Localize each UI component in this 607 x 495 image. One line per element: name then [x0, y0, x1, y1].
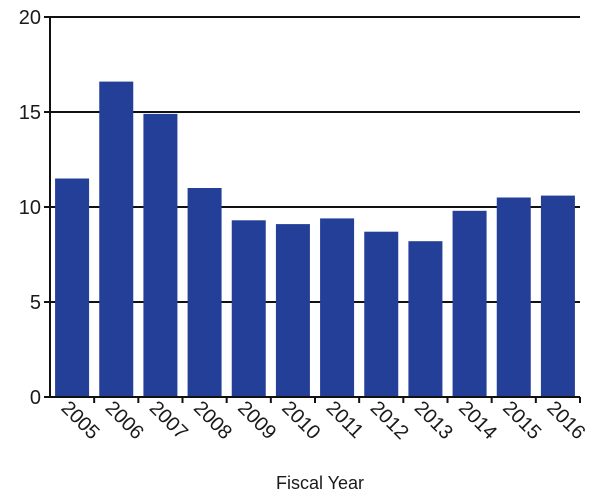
bar-2015	[496, 197, 531, 397]
y-tick-labels: 0 5 10 15 20	[19, 7, 41, 409]
x-tick-label-2011: 2011	[322, 397, 368, 443]
bar-2007	[143, 113, 178, 398]
bar-2010	[275, 224, 310, 397]
x-tick-label-2008: 2008	[189, 397, 236, 444]
x-tick-label-2015: 2015	[498, 397, 545, 444]
x-tick-label-2014: 2014	[454, 397, 501, 444]
bar-2005	[55, 178, 90, 397]
y-tick-label-10: 10	[19, 197, 41, 219]
y-tick-label-5: 5	[30, 292, 41, 314]
bar-2008	[187, 188, 222, 397]
bar-2014	[452, 210, 487, 397]
x-tick-labels: 2005200620072008200920102011201220132014…	[57, 397, 590, 444]
x-tick-label-2016: 2016	[542, 397, 589, 444]
gridlines	[44, 16, 580, 303]
y-tick-label-0: 0	[30, 387, 41, 409]
x-tick-label-2005: 2005	[57, 397, 104, 444]
bar-2011	[320, 218, 355, 397]
x-tick-label-2006: 2006	[101, 397, 148, 444]
x-tick-label-2012: 2012	[366, 397, 413, 444]
bar-2012	[364, 231, 399, 397]
x-tick-label-2007: 2007	[145, 397, 192, 444]
bar-2013	[408, 241, 443, 397]
y-tick-label-20: 20	[19, 7, 41, 29]
x-tick-label-2013: 2013	[410, 397, 457, 444]
y-tick-label-15: 15	[19, 102, 41, 124]
x-axis-title: Fiscal Year	[276, 473, 364, 493]
bars	[55, 81, 575, 398]
x-tick-label-2009: 2009	[233, 397, 280, 444]
bar-2009	[231, 220, 266, 397]
bar-2006	[99, 81, 134, 397]
x-tick-label-2010: 2010	[277, 397, 324, 444]
bar-2016	[540, 195, 575, 397]
